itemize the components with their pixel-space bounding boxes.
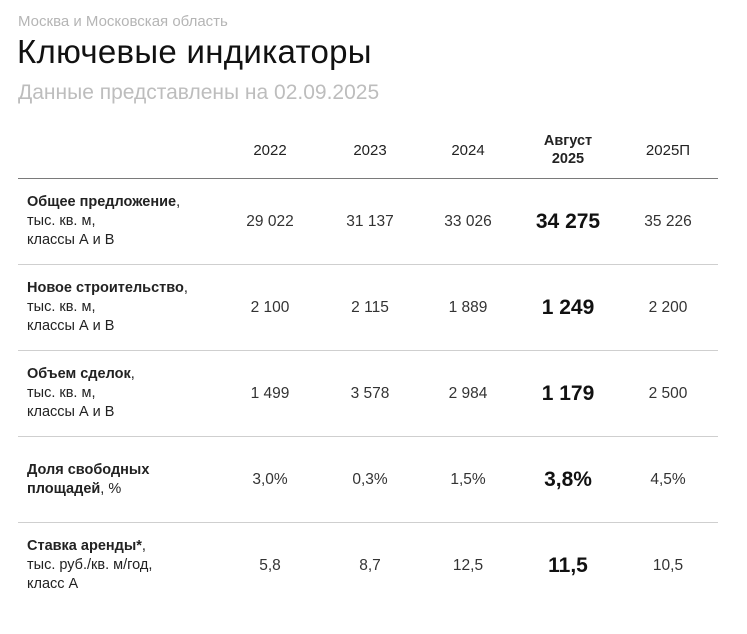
table-cell: 29 022: [246, 212, 294, 230]
table-cell: 3 578: [350, 384, 390, 402]
table-cell: 2 200: [648, 298, 688, 316]
table-cell: 4,5%: [650, 470, 686, 488]
page-title: Ключевые индикаторы: [17, 33, 372, 70]
row-label-units: , %: [100, 480, 122, 497]
table-cell: 2 500: [648, 384, 688, 402]
row-label-bold: Новое строительство: [27, 280, 184, 296]
row-label-bold: Ставка аренды*: [27, 538, 142, 554]
table-row: Объем сделок, тыс. кв. м, классы А и В 1…: [18, 351, 718, 437]
table-cell: 5,8: [259, 556, 281, 574]
column-header-2022: 2022: [253, 141, 287, 159]
table-cell: 1 499: [250, 384, 290, 402]
table-cell: 31 137: [346, 212, 394, 230]
table-cell: 8,7: [359, 556, 381, 574]
table-cell: 2 115: [351, 298, 389, 316]
table-cell: 33 026: [444, 212, 492, 230]
table-cell: 10,5: [652, 556, 684, 574]
table-cell-highlight: 3,8%: [544, 467, 592, 491]
row-label-bold: Общее предложение: [27, 194, 177, 210]
table-cell-highlight: 11,5: [548, 553, 588, 577]
row-label-bold: Объем сделок: [27, 366, 131, 382]
table-cell-highlight: 1 179: [541, 381, 595, 405]
table-header: 2022 2023 2024 Август 2025 2025П: [18, 122, 718, 179]
table-cell: 2 100: [250, 298, 290, 316]
row-label: Общее предложение, тыс. кв. м, классы А …: [27, 179, 227, 264]
column-header-august-2025: Август 2025: [543, 133, 593, 167]
row-label-units: , тыс. кв. м, классы А и В: [27, 366, 135, 420]
indicators-table: 2022 2023 2024 Август 2025 2025П Общее п…: [18, 122, 718, 608]
table-cell-highlight: 34 275: [535, 209, 601, 233]
table-row: Общее предложение, тыс. кв. м, классы А …: [18, 179, 718, 265]
table-cell: 35 226: [644, 212, 692, 230]
page-subtitle: Данные представлены на 02.09.2025: [18, 81, 380, 104]
table-row: Новое строительство, тыс. кв. м, классы …: [18, 265, 718, 351]
row-label: Объем сделок, тыс. кв. м, классы А и В: [27, 351, 227, 436]
column-header-2023: 2023: [353, 141, 387, 159]
table-cell: 1,5%: [450, 470, 486, 488]
table-cell: 1 889: [448, 298, 488, 316]
region-label: Москва и Московская область: [18, 13, 228, 30]
row-label-units: , тыс. кв. м, классы А и В: [27, 280, 188, 334]
column-header-2024: 2024: [451, 141, 485, 159]
row-label: Новое строительство, тыс. кв. м, классы …: [27, 265, 227, 350]
table-row: Доля свободных площадей, % 3,0% 0,3% 1,5…: [18, 437, 718, 523]
table-row: Ставка аренды*, тыс. руб./кв. м/год, кла…: [18, 523, 718, 608]
table-cell: 2 984: [448, 384, 488, 402]
row-label: Доля свободных площадей, %: [27, 437, 227, 522]
table-cell-highlight: 1 249: [541, 295, 595, 319]
table-cell: 0,3%: [352, 470, 388, 488]
table-cell: 12,5: [452, 556, 484, 574]
row-label-units: , тыс. кв. м, классы А и В: [27, 194, 181, 248]
row-label-bold: Доля свободных площадей: [27, 461, 150, 497]
table-cell: 3,0%: [252, 470, 288, 488]
column-header-2025-forecast: 2025П: [645, 141, 691, 159]
row-label-units: , тыс. руб./кв. м/год, класс А: [27, 538, 153, 592]
row-label: Ставка аренды*, тыс. руб./кв. м/год, кла…: [27, 523, 227, 608]
